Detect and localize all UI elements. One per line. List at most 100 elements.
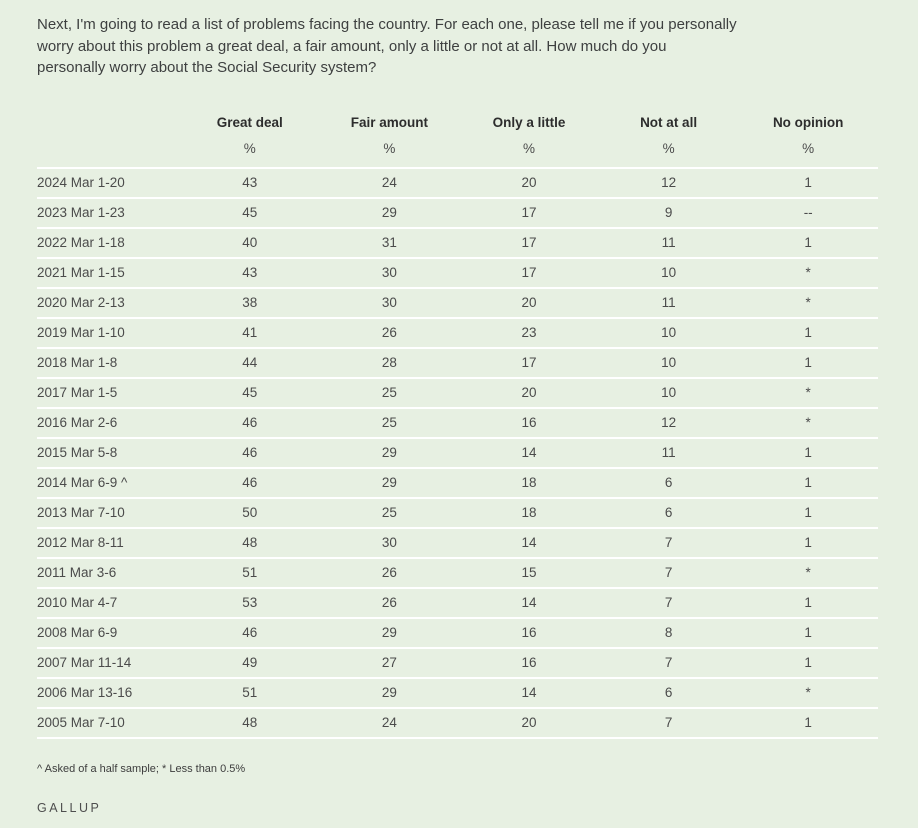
row-value: 49 <box>180 646 320 678</box>
table-row: 2010 Mar 4-7 53 26 14 7 1 <box>37 586 878 618</box>
row-value: 46 <box>180 466 320 498</box>
column-header-not-at-all: Not at all <box>640 114 698 130</box>
row-value: 26 <box>319 316 460 348</box>
row-value: 30 <box>319 256 460 288</box>
row-value: 17 <box>459 226 599 258</box>
row-date: 2005 Mar 7-10 <box>37 706 180 739</box>
header-spacer <box>37 97 180 137</box>
table-row: 2016 Mar 2-6 46 25 16 12 * <box>37 406 878 438</box>
row-value: 45 <box>180 376 320 408</box>
row-date: 2024 Mar 1-20 <box>37 166 180 198</box>
row-value: 16 <box>459 646 599 678</box>
footnote: ^ Asked of a half sample; * Less than 0.… <box>37 762 246 775</box>
row-value: 10 <box>598 346 739 378</box>
row-value: 45 <box>180 196 320 228</box>
table-row: 2023 Mar 1-23 45 29 17 9 -- <box>37 196 878 228</box>
row-value: 10 <box>598 376 739 408</box>
row-value: 1 <box>738 646 878 678</box>
row-value: 10 <box>598 256 739 288</box>
row-value: * <box>738 556 878 588</box>
column-header-great-deal: Great deal <box>216 114 283 130</box>
row-value: 14 <box>459 676 599 708</box>
row-value: 43 <box>180 256 320 288</box>
row-value: 10 <box>598 316 739 348</box>
gallup-logo: GALLUP <box>37 800 102 815</box>
row-value: 8 <box>598 616 739 648</box>
row-value: 15 <box>459 556 599 588</box>
row-date: 2008 Mar 6-9 <box>37 616 180 648</box>
row-date: 2019 Mar 1-10 <box>37 316 180 348</box>
row-value: 29 <box>319 466 460 498</box>
row-value: 7 <box>598 556 739 588</box>
table-row: 2008 Mar 6-9 46 29 16 8 1 <box>37 616 878 648</box>
row-value: 17 <box>459 196 599 228</box>
table-row: 2007 Mar 11-14 49 27 16 7 1 <box>37 646 878 678</box>
header-row: Great deal Fair amount Only a little Not… <box>37 97 878 137</box>
row-value: 40 <box>180 226 320 258</box>
row-value: 1 <box>738 166 878 198</box>
table-row: 2018 Mar 1-8 44 28 17 10 1 <box>37 346 878 378</box>
row-value: * <box>738 676 878 708</box>
row-value: 1 <box>738 346 878 378</box>
row-date: 2010 Mar 4-7 <box>37 586 180 618</box>
table-row: 2006 Mar 13-16 51 29 14 6 * <box>37 676 878 708</box>
row-value: 38 <box>180 286 320 318</box>
row-value: 30 <box>319 286 460 318</box>
table-row: 2024 Mar 1-20 43 24 20 12 1 <box>37 166 878 198</box>
row-value: 53 <box>180 586 320 618</box>
row-value: 14 <box>459 526 599 558</box>
row-date: 2021 Mar 1-15 <box>37 256 180 288</box>
table-row: 2011 Mar 3-6 51 26 15 7 * <box>37 556 878 588</box>
unit-label: % <box>662 140 675 156</box>
column-header-only-a-little: Only a little <box>492 114 566 130</box>
row-value: 11 <box>598 226 739 258</box>
row-value: 50 <box>180 496 320 528</box>
row-value: 20 <box>459 706 599 739</box>
row-value: 29 <box>319 436 460 468</box>
row-date: 2014 Mar 6-9 ^ <box>37 466 180 498</box>
row-value: -- <box>738 196 878 228</box>
row-value: 11 <box>598 436 739 468</box>
row-value: 18 <box>459 496 599 528</box>
row-value: 29 <box>319 616 460 648</box>
row-value: 29 <box>319 196 460 228</box>
column-header-fair-amount: Fair amount <box>350 114 429 130</box>
row-date: 2017 Mar 1-5 <box>37 376 180 408</box>
unit-label: % <box>383 140 396 156</box>
row-value: 28 <box>319 346 460 378</box>
row-value: 30 <box>319 526 460 558</box>
row-value: 7 <box>598 586 739 618</box>
row-value: 46 <box>180 406 320 438</box>
row-date: 2016 Mar 2-6 <box>37 406 180 438</box>
row-value: 43 <box>180 166 320 198</box>
column-header-no-opinion: No opinion <box>772 114 844 130</box>
row-value: 20 <box>459 376 599 408</box>
row-value: 1 <box>738 466 878 498</box>
row-value: 1 <box>738 496 878 528</box>
row-value: 1 <box>738 706 878 739</box>
row-value: * <box>738 406 878 438</box>
row-value: 31 <box>319 226 460 258</box>
row-value: 1 <box>738 226 878 258</box>
table-row: 2015 Mar 5-8 46 29 14 11 1 <box>37 436 878 468</box>
row-value: 1 <box>738 316 878 348</box>
table-row: 2021 Mar 1-15 43 30 17 10 * <box>37 256 878 288</box>
row-value: 46 <box>180 616 320 648</box>
row-value: 51 <box>180 676 320 708</box>
row-value: 25 <box>319 496 460 528</box>
row-date: 2013 Mar 7-10 <box>37 496 180 528</box>
table-row: 2022 Mar 1-18 40 31 17 11 1 <box>37 226 878 258</box>
row-value: 26 <box>319 556 460 588</box>
row-value: 25 <box>319 376 460 408</box>
row-value: 17 <box>459 346 599 378</box>
table-row: 2014 Mar 6-9 ^ 46 29 18 6 1 <box>37 466 878 498</box>
row-value: 41 <box>180 316 320 348</box>
row-value: 12 <box>598 166 739 198</box>
row-value: * <box>738 376 878 408</box>
row-date: 2020 Mar 2-13 <box>37 286 180 318</box>
row-value: 1 <box>738 526 878 558</box>
row-value: 6 <box>598 676 739 708</box>
row-value: 6 <box>598 466 739 498</box>
row-value: 23 <box>459 316 599 348</box>
